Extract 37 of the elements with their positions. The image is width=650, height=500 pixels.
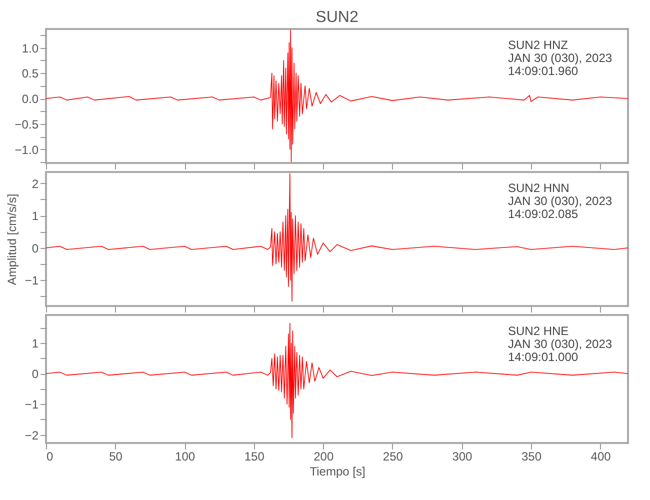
annotation: JAN 30 (030), 2023	[508, 337, 612, 351]
y-tick-label: 1	[32, 336, 39, 351]
x-axis-title: Tiempo [s]	[310, 464, 366, 478]
x-tick-label: 50	[109, 450, 123, 464]
x-tick-label: 100	[175, 450, 196, 464]
annotation: 14:09:01.960	[508, 64, 578, 78]
y-tick-label: 1	[32, 209, 39, 224]
y-tick-label: 0	[32, 241, 39, 256]
x-tick-label: 200	[314, 450, 334, 464]
y-tick-label: 2	[32, 176, 39, 191]
annotation: SUN2 HNE	[508, 324, 569, 338]
line-series	[46, 30, 628, 162]
y-tick-label: −0.5	[14, 117, 39, 132]
y-tick-label: 0	[32, 367, 39, 382]
x-tick-label: 150	[244, 450, 265, 464]
x-tick-label: 400	[590, 450, 612, 464]
annotation: 14:09:01.000	[508, 350, 578, 364]
x-tick-label: 300	[452, 450, 473, 464]
y-tick-label: −2	[24, 428, 39, 442]
line-series	[46, 322, 628, 438]
chart-title: SUN2	[316, 9, 358, 26]
x-tick-label: 250	[382, 450, 404, 464]
y-tick-label: 1.0	[22, 41, 39, 56]
y-tick-label: −1	[24, 398, 39, 412]
annotation: 14:09:02.085	[508, 207, 578, 221]
annotation: SUN2 HNN	[508, 181, 570, 195]
annotation: JAN 30 (030), 2023	[508, 194, 612, 208]
y-tick-label: −1	[24, 274, 39, 288]
annotation: JAN 30 (030), 2023	[508, 51, 612, 65]
y-axis-title: Amplitud [cm/s/s]	[4, 194, 19, 286]
x-tick-label: 0	[46, 450, 54, 464]
y-tick-label: 0.5	[22, 66, 39, 81]
y-tick-label: −1.0	[14, 142, 39, 157]
x-tick-label: 350	[521, 450, 542, 464]
y-tick-label: 0.0	[22, 92, 39, 106]
annotation: SUN2 HNZ	[508, 38, 568, 52]
line-series	[46, 173, 628, 302]
